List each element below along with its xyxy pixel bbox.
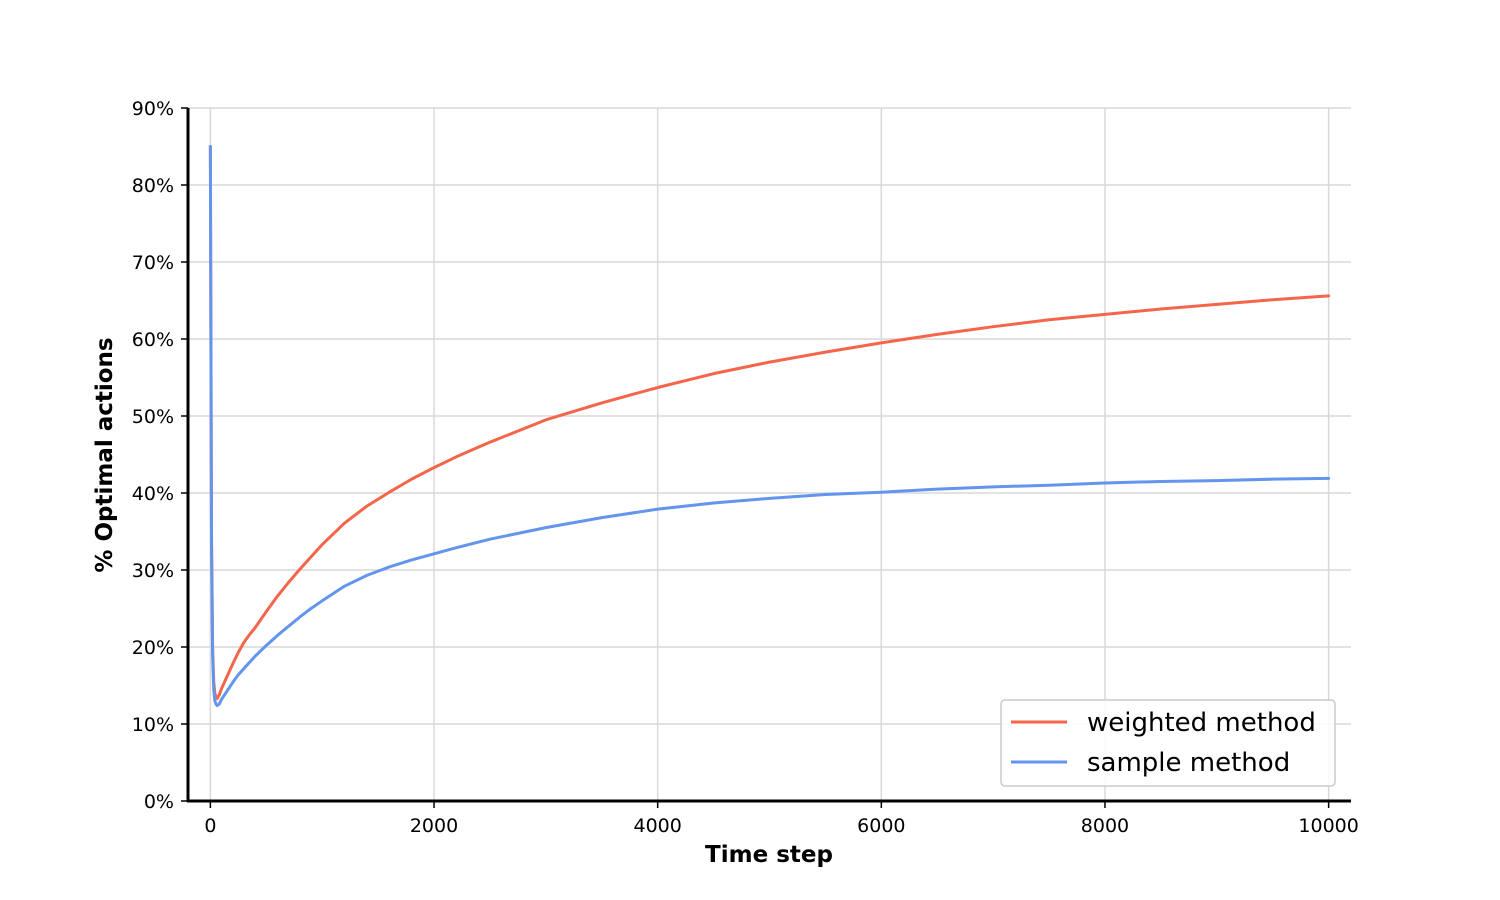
legend: weighted method sample method [1000, 699, 1336, 787]
legend-box [1000, 699, 1336, 787]
series-line-weighted-method [208, 145, 1331, 701]
y-tick-label: 80% [132, 175, 174, 197]
x-tick-label: 8000 [1081, 815, 1129, 837]
y-tick-label: 0% [144, 791, 174, 813]
y-tick-label: 90% [132, 98, 174, 120]
grid [188, 107, 1351, 802]
series-lines [208, 145, 1331, 708]
x-tick-label: 4000 [633, 815, 681, 837]
x-tick-label: 6000 [857, 815, 905, 837]
x-tick-label: 0 [204, 815, 216, 837]
ticks: 0 2000 4000 6000 8000 10000 0% 10% 20% 30% 40% 50% 6… [132, 98, 1359, 837]
x-tick-label: 10000 [1298, 815, 1358, 837]
y-tick-label: 60% [132, 329, 174, 351]
y-tick-label: 20% [132, 637, 174, 659]
y-tick-label: 30% [132, 560, 174, 582]
x-tick-label: 2000 [410, 815, 458, 837]
y-axis-title: % Optimal actions [92, 337, 118, 572]
legend-label: sample method [1087, 748, 1290, 778]
y-tick-label: 40% [132, 483, 174, 505]
y-tick-label: 70% [132, 252, 174, 274]
y-tick-label: 50% [132, 406, 174, 428]
x-axis-title: Time step [705, 842, 833, 868]
legend-label: weighted method [1087, 708, 1316, 738]
series-line-sample-method [208, 145, 1331, 708]
y-tick-label: 10% [132, 714, 174, 736]
axes [186, 108, 1351, 803]
